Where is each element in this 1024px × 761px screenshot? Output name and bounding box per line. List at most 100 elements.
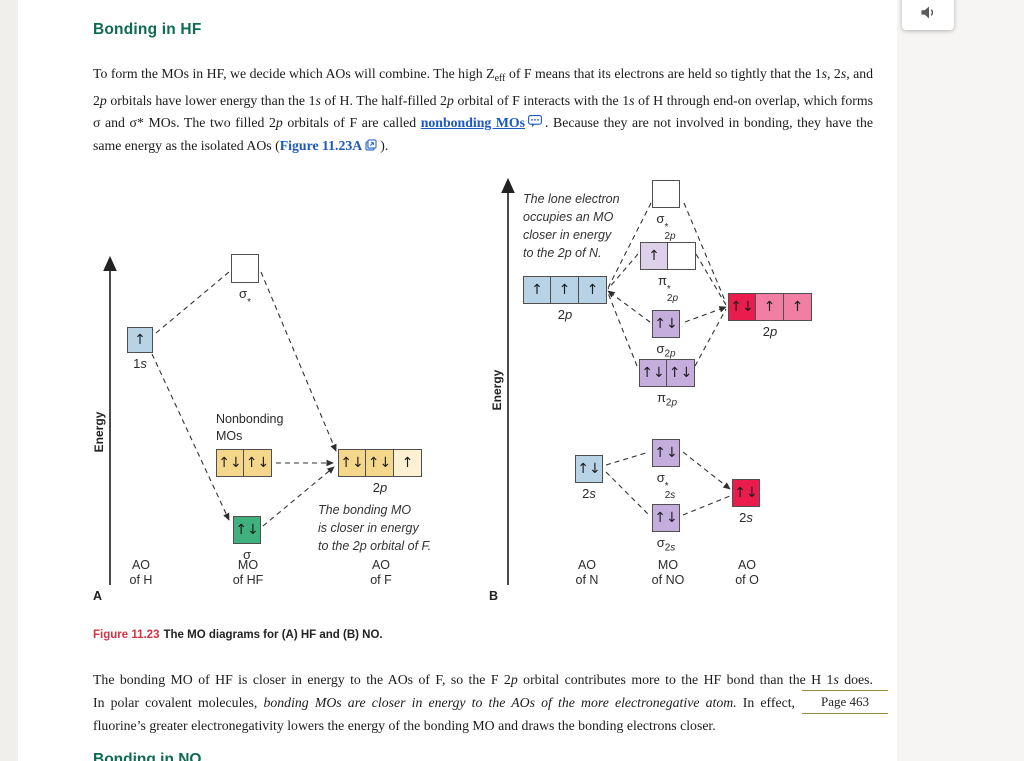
text-run: of F means that its electrons are held s… (505, 66, 822, 81)
orbital-group-nonbonding-mos: ↑↓ ↑↓ (216, 449, 272, 477)
column-label: AO of F (370, 558, 392, 587)
audio-button[interactable] (902, 0, 954, 30)
text-run: In polar covalent molecules, (93, 695, 264, 710)
electron-arrows: ↑↓ (654, 316, 678, 332)
orbital-box: ↑↓ (652, 439, 680, 467)
group-label-sigma-2p: σ2p (656, 341, 676, 360)
text-run: fluorine’s greater electronegativity low… (93, 718, 716, 733)
nonbonding-mos-link[interactable]: nonbonding MOs (420, 115, 525, 130)
group-label-sigma-bonding: σ (242, 547, 252, 562)
panel-label-B: B (489, 589, 499, 603)
orbital-group-f-2p: ↑↓ ↑↓ ↑ (338, 449, 422, 477)
orbital-group-pi-2p: ↑↓ ↑↓ (639, 359, 695, 387)
orbital-group-pi-star-2p: ↑ (640, 242, 696, 270)
electron-arrows: ↑↓ (730, 299, 754, 315)
electron-arrows: ↑↓ (654, 445, 678, 461)
orbital-box: ↑ (784, 293, 812, 321)
electron-arrows: ↑↓ (734, 485, 758, 501)
group-label-n-2s: 2s (582, 486, 596, 501)
text-run: eff (494, 73, 506, 84)
orbital-box: ↑↓ (244, 449, 272, 477)
text-run: ). (380, 138, 389, 153)
orbital-box: ↑↓ (667, 359, 695, 387)
orbital-box: ↑↓ (575, 455, 603, 483)
column-label: AO of N (575, 558, 599, 587)
text-run: In effect, (736, 695, 795, 710)
electron-arrows: ↑↓ (218, 455, 242, 471)
figure-caption-text: The MO diagrams for (A) HF and (B) NO. (163, 629, 383, 641)
orbital-group-n-2p: ↑ ↑ ↑ (523, 276, 607, 304)
text-run: orbitals of F are called (282, 115, 421, 130)
closing-paragraph: Page 463 The bonding MO of HF is closer … (93, 668, 888, 737)
orbital-box: ↑ (579, 276, 607, 304)
text-run: , and 2 (93, 66, 874, 108)
popup-icon[interactable] (365, 136, 377, 158)
orbital-box: ↑↓ (652, 504, 680, 532)
orbital-group-sigma-star (231, 254, 259, 283)
group-label-o-2p: 2p (762, 324, 778, 339)
column-label: AO of H (129, 558, 153, 587)
group-label-nonbonding-mos: Nonbonding MOs (216, 412, 284, 443)
electron-arrows: ↑ (648, 248, 660, 264)
orbital-group-n-2s: ↑↓ (575, 455, 603, 483)
orbital-box: ↑↓ (732, 479, 760, 507)
text-run: p (510, 672, 518, 687)
column-label: MO of HF (232, 558, 264, 587)
orbital-box: ↑↓ (338, 449, 366, 477)
orbital-group-h-1s: ↑ (127, 327, 153, 353)
column-label: MO of NO (651, 558, 685, 587)
electron-arrows: ↑↓ (340, 455, 364, 471)
electron-arrows: ↑ (586, 282, 599, 298)
orbital-box: ↑ (756, 293, 784, 321)
closing-paragraph-line-1: The bonding MO of HF is closer in energy… (93, 668, 873, 691)
text-run: The bonding MO of HF is closer in energy… (93, 672, 511, 687)
electron-arrows: ↑ (791, 299, 804, 315)
orbital-box: ↑ (394, 449, 422, 477)
orbital-group-o-2p: ↑↓ ↑ ↑ (728, 293, 812, 321)
text-run: of H through end-on overlap, which forms… (93, 93, 873, 130)
group-label-pi-star-2p: π * 2p (657, 273, 679, 304)
orbital-box: ↑↓ (366, 449, 394, 477)
orbital-box: ↑ (127, 327, 153, 353)
text-run: p (99, 93, 107, 108)
figure-link[interactable]: Figure 11.23A (279, 138, 363, 153)
text-run: s (840, 66, 847, 81)
electron-arrows: ↑ (134, 332, 146, 348)
group-label-sigma-star-2s: σ * 2s (656, 470, 676, 501)
page-number-badge: Page 463 (802, 690, 888, 714)
electron-arrows: ↑ (401, 455, 414, 471)
electron-arrows: ↑↓ (641, 365, 665, 381)
orbital-box (231, 254, 259, 283)
energy-axis-label: Energy (490, 369, 504, 411)
electron-arrows: ↑↓ (668, 365, 693, 381)
section-title: Bonding in HF (93, 21, 202, 38)
speech-bubble-icon[interactable] (528, 113, 542, 135)
text-run: To form the MOs in HF, we decide which A… (93, 66, 495, 81)
text-run: p (446, 93, 454, 108)
electron-arrows: ↑↓ (245, 455, 270, 471)
group-label-n-2p: 2p (557, 307, 573, 322)
electron-arrows: ↑↓ (235, 522, 259, 538)
speaker-icon (921, 6, 933, 18)
orbital-group-sigma-star-2p (652, 180, 680, 208)
electron-arrows: ↑↓ (654, 510, 678, 526)
group-label-sigma-star-2p: σ * 2p (656, 211, 676, 242)
text-run: s (833, 672, 839, 687)
group-label-sigma-2s: σ2s (656, 535, 676, 554)
orbital-box: ↑↓ (652, 310, 680, 338)
next-section-title: Bonding in NO (93, 751, 202, 761)
orbital-box: ↑↓ (233, 516, 261, 544)
orbital-box: ↑ (551, 276, 579, 304)
group-label-o-2s: 2s (739, 510, 753, 525)
electron-arrows: ↑↓ (367, 455, 392, 471)
text-run: p (275, 115, 283, 130)
orbital-box: ↑ (640, 242, 668, 270)
closing-paragraph-line-3: fluorine’s greater electronegativity low… (93, 714, 873, 737)
orbital-box (652, 180, 680, 208)
diagram-annotation: The lone electron occupies an MO closer in… (523, 192, 620, 260)
group-label-pi-2p: π2p (656, 390, 678, 409)
group-label-f-2p: 2p (372, 480, 388, 495)
energy-axis-label: Energy (92, 411, 106, 453)
